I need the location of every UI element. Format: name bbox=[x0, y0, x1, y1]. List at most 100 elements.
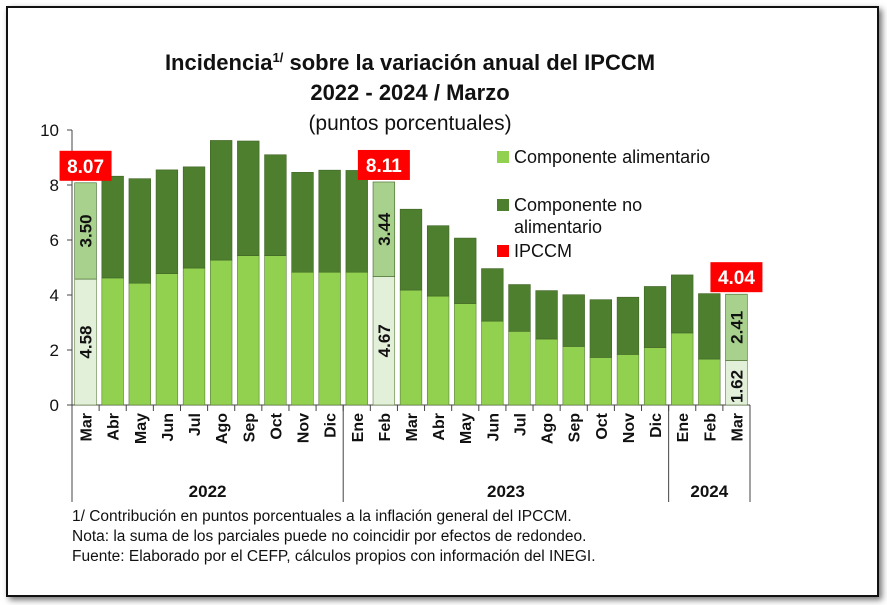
bar-nonfood bbox=[671, 274, 694, 334]
bar-food bbox=[291, 271, 314, 406]
bar-food bbox=[562, 346, 585, 406]
x-category-label: Sep bbox=[241, 413, 258, 443]
bar-nonfood bbox=[182, 166, 206, 269]
bar-food bbox=[426, 295, 450, 406]
bar-nonfood bbox=[264, 154, 287, 256]
x-category-label: Oct bbox=[268, 412, 285, 439]
bar-nonfood bbox=[74, 182, 97, 280]
x-category-label: Abr bbox=[431, 413, 448, 441]
legend-label: IPCCM bbox=[514, 241, 572, 261]
bar-nonfood bbox=[725, 293, 748, 361]
x-category-label: Mar bbox=[404, 413, 421, 441]
y-tick-label: 6 bbox=[50, 231, 59, 250]
bar-nonfood bbox=[616, 296, 640, 355]
y-tick-label: 8 bbox=[50, 176, 59, 195]
x-category-label: Ene bbox=[675, 413, 692, 442]
x-category-label: Jun bbox=[160, 413, 177, 441]
food-value-label: 4.58 bbox=[77, 325, 96, 358]
chart-title: Incidencia1/ sobre la variación anual de… bbox=[165, 50, 655, 75]
bar-food bbox=[508, 330, 531, 406]
bar-food bbox=[535, 338, 558, 406]
bar-nonfood bbox=[101, 175, 124, 279]
x-category-label: Dic bbox=[648, 413, 665, 438]
x-category-label: Mar bbox=[729, 413, 746, 441]
ipccm-value-label: 4.04 bbox=[718, 268, 755, 289]
bar-food bbox=[101, 277, 124, 406]
bar-nonfood bbox=[535, 290, 558, 340]
bar-nonfood bbox=[698, 293, 721, 360]
x-category-label: Ago bbox=[214, 413, 231, 444]
bar-nonfood bbox=[210, 140, 233, 261]
x-category-label: Ago bbox=[540, 413, 557, 444]
legend-swatch bbox=[497, 199, 509, 211]
ipccm-value-label: 8.11 bbox=[366, 156, 402, 177]
bar-nonfood bbox=[562, 294, 585, 347]
bar-nonfood bbox=[237, 140, 260, 256]
bar-nonfood bbox=[426, 225, 450, 297]
x-category-label: Dic bbox=[323, 413, 340, 438]
year-label: 2023 bbox=[487, 482, 525, 501]
bar-food bbox=[128, 282, 151, 406]
x-category-label: May bbox=[133, 413, 150, 444]
chart-subtitle: (puntos porcentuales) bbox=[308, 112, 511, 135]
ipccm-box bbox=[59, 150, 112, 181]
legend-swatch bbox=[497, 245, 509, 257]
nonfood-value-label: 2.41 bbox=[727, 311, 746, 344]
bar-food bbox=[318, 271, 341, 406]
bar-food bbox=[399, 289, 423, 406]
bar-nonfood bbox=[481, 268, 504, 322]
x-category-label: Abr bbox=[106, 413, 123, 441]
ipccm-value-label: 8.07 bbox=[67, 157, 104, 178]
x-category-label: Jul bbox=[512, 413, 529, 436]
y-tick-label: 4 bbox=[50, 286, 59, 305]
legend-swatch bbox=[497, 151, 509, 163]
y-tick-label: 0 bbox=[50, 396, 59, 415]
x-category-label: Jun bbox=[485, 413, 502, 441]
year-label: 2022 bbox=[189, 482, 227, 501]
bar-food bbox=[182, 267, 206, 406]
bar-food bbox=[481, 320, 504, 406]
year-label: 2024 bbox=[690, 482, 728, 501]
bar-food bbox=[643, 347, 667, 406]
bar-food bbox=[589, 357, 612, 406]
x-category-label: Feb bbox=[377, 413, 394, 442]
bar-food bbox=[616, 354, 640, 406]
nonfood-value-label: 3.50 bbox=[77, 214, 96, 247]
bar-nonfood bbox=[155, 169, 179, 274]
x-category-label: Jul bbox=[187, 413, 204, 436]
ipccm-box bbox=[357, 149, 410, 180]
bar-food bbox=[264, 255, 287, 406]
bar-nonfood bbox=[643, 286, 667, 348]
x-category-label: Ene bbox=[350, 413, 367, 442]
x-category-label: Feb bbox=[702, 413, 719, 442]
footnote-3: Fuente: Elaborado por el CEFP, cálculos … bbox=[72, 548, 596, 565]
bar-nonfood bbox=[291, 172, 314, 273]
x-category-label: May bbox=[458, 413, 475, 444]
legend-label: Componente no bbox=[514, 195, 642, 215]
ipccm-box bbox=[710, 262, 763, 293]
bar-food bbox=[671, 332, 694, 406]
food-value-label: 1.62 bbox=[727, 370, 746, 403]
bar-nonfood bbox=[128, 178, 151, 284]
bar-food bbox=[155, 273, 179, 406]
x-category-label: Mar bbox=[79, 413, 96, 441]
bar-nonfood bbox=[345, 170, 368, 273]
legend-label: Componente alimentario bbox=[514, 147, 710, 167]
footnote-1: 1/ Contribución en puntos porcentuales a… bbox=[72, 508, 572, 525]
bar-food bbox=[454, 303, 477, 406]
x-category-label: Nov bbox=[296, 413, 313, 443]
legend-label: alimentario bbox=[514, 217, 602, 237]
x-category-label: Sep bbox=[567, 413, 584, 443]
y-tick-label: 2 bbox=[50, 341, 59, 360]
bar-food bbox=[698, 358, 721, 406]
bar-nonfood bbox=[508, 284, 531, 332]
x-category-label: Nov bbox=[621, 413, 638, 443]
y-tick-label: 10 bbox=[40, 121, 59, 140]
bar-food bbox=[210, 259, 233, 406]
bar-nonfood bbox=[399, 208, 423, 291]
x-category-label: Oct bbox=[594, 412, 611, 439]
bar-food bbox=[345, 271, 368, 406]
footnote-2: Nota: la suma de los parciales puede no … bbox=[72, 528, 586, 545]
food-value-label: 4.67 bbox=[375, 324, 394, 357]
